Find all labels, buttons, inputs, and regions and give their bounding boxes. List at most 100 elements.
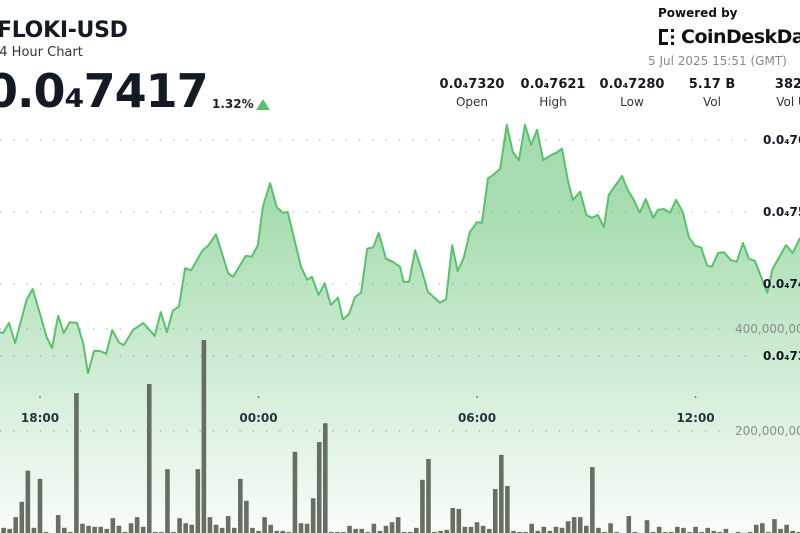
price-tick-label: 0.0₄73 [763, 349, 800, 363]
volume-bar [772, 519, 777, 533]
axis-labels: 0.0₄76 0.0₄75 0.0₄74 0.0₄73 400,000,000 200,0… [21, 133, 800, 438]
stat-label: Vol USD [776, 95, 800, 109]
volume-bar [499, 454, 504, 533]
volume-bar [577, 517, 583, 533]
volume-bar [456, 508, 462, 533]
volume-bar [165, 469, 170, 533]
stat-value: 0.0₄7320 [439, 77, 505, 92]
volume-bar [480, 525, 486, 533]
volume-bar [268, 524, 273, 533]
time-tick-mark [694, 396, 697, 398]
volume-bar [462, 526, 468, 533]
volume-bar [596, 527, 601, 533]
volume-bar [13, 517, 19, 533]
volume-bar [292, 451, 298, 533]
powered-by-label: Powered by [658, 6, 738, 20]
volume-bar [225, 516, 231, 533]
gridlines [0, 139, 752, 432]
volume-bar [778, 528, 783, 533]
time-tick-label: 12:00 [676, 411, 714, 425]
time-tick-mark [39, 396, 41, 398]
volume-bar [207, 517, 213, 533]
volume-bar [134, 517, 140, 533]
volume-bar [19, 501, 25, 533]
volume-bar [110, 518, 116, 533]
volume-bar [183, 523, 188, 533]
time-tick-mark [257, 396, 260, 398]
volume-bar [74, 393, 79, 533]
volume-bar [86, 525, 91, 533]
volume-bar [310, 498, 316, 533]
price-tick-label: 0.0₄74 [763, 277, 800, 291]
time-tick-label: 18:00 [21, 411, 59, 425]
stat-value: 0.0₄7621 [520, 77, 586, 92]
volume-bar [505, 486, 510, 533]
price-change: 1.32% [212, 97, 254, 111]
volume-bar [450, 507, 456, 533]
volume-bar [201, 340, 207, 533]
volume-bar [146, 383, 152, 533]
volume-bar [541, 526, 547, 533]
volume-bar [553, 526, 559, 533]
stat-label: Open [455, 95, 489, 109]
volume-bar [644, 520, 650, 533]
volume-bar [584, 525, 589, 533]
volume-bar [383, 525, 389, 533]
stat-label: Low [620, 95, 644, 109]
volume-bar [571, 517, 577, 533]
volume-bar [705, 527, 710, 533]
volume-bar [31, 527, 37, 533]
volume-bar [1, 527, 6, 533]
price-tick-label: 0.0₄76 [763, 133, 800, 147]
volume-bar [231, 527, 237, 533]
up-triangle-icon [256, 99, 270, 110]
current-price: 0.0₄7417 [0, 64, 209, 118]
volume-bar [389, 522, 395, 533]
volume-bar [104, 528, 110, 533]
time-tick-label: 00:00 [239, 411, 277, 425]
volume-bar [353, 528, 358, 533]
stat-label: Vol [703, 95, 721, 109]
volume-bar [559, 527, 565, 533]
stat-vol: 5.17 B Vol [667, 77, 757, 109]
volume-bar [219, 527, 225, 533]
volume-bar [608, 523, 613, 533]
time-tick-label: 06:00 [458, 411, 496, 425]
volume-bar [565, 521, 571, 533]
volume-bar [359, 528, 365, 533]
stat-value: 0.0₄7280 [599, 77, 665, 92]
volume-bar [656, 526, 662, 533]
volume-bar [426, 458, 431, 533]
volume-bar [298, 523, 304, 533]
volume-bar [784, 524, 789, 533]
brand-name: CoinDeskData [681, 26, 800, 48]
price-area-fill [0, 124, 800, 533]
volume-bar [681, 527, 686, 533]
price-line [0, 123, 800, 375]
volume-bar [213, 524, 219, 533]
volume-bar [37, 478, 43, 533]
coindesk-logo-icon [659, 29, 674, 45]
volume-bar [474, 522, 480, 533]
volume-bar [140, 526, 146, 533]
volume-bar [61, 527, 67, 533]
volume-bar [529, 523, 534, 533]
chart-subtitle: 24 Hour Chart [0, 45, 83, 60]
volume-bar [238, 478, 243, 533]
volume-bar [468, 526, 474, 533]
volume-bar [7, 528, 12, 533]
volume-bars [1, 340, 800, 533]
volume-bar [626, 516, 632, 533]
coindesk-data-logo[interactable]: CoinDeskData [658, 26, 800, 48]
price-tick-label: 0.0₄75 [763, 205, 800, 219]
volume-tick-label: 400,000,000 [735, 322, 800, 336]
volume-bar [244, 500, 249, 533]
stat-high: 0.0₄7621 High [508, 77, 598, 109]
volume-bar [55, 515, 61, 533]
stat-label: High [539, 95, 567, 109]
volume-bar [760, 523, 765, 533]
volume-bar [25, 470, 31, 533]
volume-bar [675, 526, 680, 533]
stat-open: 0.0₄7320 Open [427, 77, 517, 109]
volume-bar [723, 528, 729, 533]
